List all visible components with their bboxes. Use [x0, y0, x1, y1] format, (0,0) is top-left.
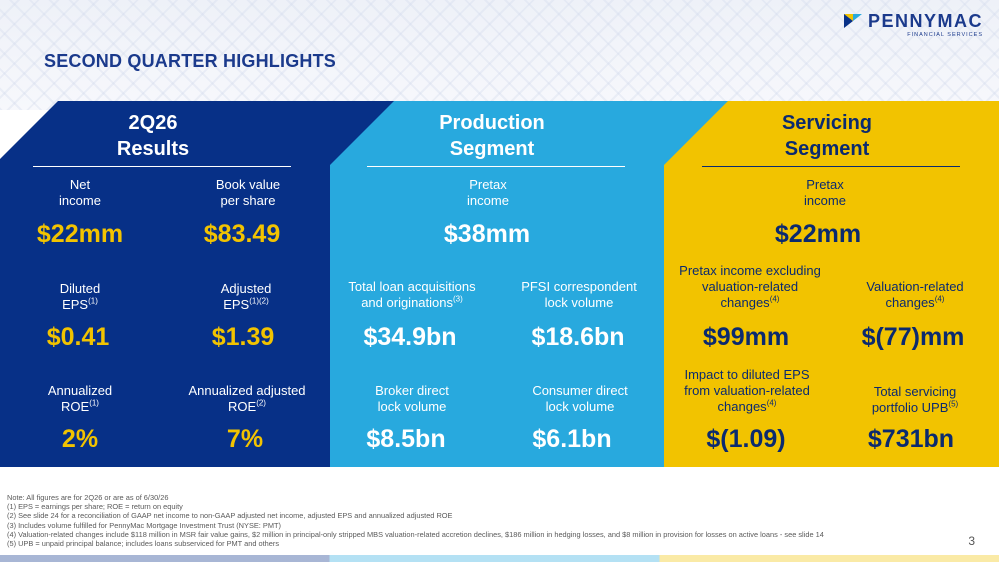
production-panel: [330, 101, 664, 467]
annualized-adjusted-roe-label: Annualized adjusted ROE(2): [188, 383, 306, 414]
annualized-roe-label: Annualized ROE(1): [47, 383, 113, 414]
footnote: (2) See slide 24 for a reconciliation of…: [7, 511, 453, 521]
diluted-eps-value: $0.41: [46, 323, 110, 351]
annualized-adjusted-roe-value: 7%: [226, 425, 264, 453]
production-title-line2: Segment: [449, 138, 535, 160]
pennymac-logo-icon: [843, 14, 862, 28]
production-pretax-value: $38mm: [443, 220, 531, 248]
consumer-direct-label: Consumer direct lock volume: [532, 383, 628, 414]
results-divider: [33, 166, 291, 167]
header-background: [0, 0, 999, 110]
servicing-title: Servicing Segment: [727, 110, 927, 162]
eps-impact-label: Impact to diluted EPS from valuation-rela…: [684, 367, 810, 414]
pretax-excl-valuation-label: Pretax income excluding valuation-related…: [679, 263, 821, 310]
logo-subtitle: FINANCIAL SERVICES: [907, 32, 983, 38]
servicing-pretax-label: Pretax income: [804, 177, 846, 208]
loan-acquisitions-label: Total loan acquisitions and originations(…: [348, 279, 476, 310]
footnotes: Note: All figures are for 2Q26 or are as…: [7, 493, 947, 548]
production-title: Production Segment: [392, 110, 592, 162]
production-divider: [367, 166, 625, 167]
footnote: (3) Includes volume fulfilled for PennyM…: [7, 520, 281, 530]
servicing-title-line2: Segment: [784, 138, 870, 160]
adjusted-eps-value: $1.39: [211, 323, 275, 351]
pfsi-correspondent-value: $18.6bn: [531, 323, 625, 351]
diluted-eps-label: Diluted EPS(1): [59, 281, 101, 312]
servicing-upb-value: $731bn: [867, 425, 955, 453]
page-title: SECOND QUARTER HIGHLIGHTS: [44, 51, 337, 71]
net-income-label: Net income: [59, 177, 101, 208]
loan-acquisitions-value: $34.9bn: [363, 323, 457, 351]
results-title-line1: 2Q26: [128, 112, 178, 134]
book-value-value: $83.49: [203, 220, 281, 248]
results-title-line2: Results: [116, 138, 190, 160]
footnote: Note: All figures are for 2Q26 or are as…: [7, 493, 169, 502]
pretax-excl-valuation-value: $99mm: [702, 323, 790, 351]
annualized-roe-value: 2%: [61, 425, 99, 453]
valuation-changes-label: Valuation-related changes(4): [866, 279, 964, 310]
eps-impact-value: $(1.09): [706, 425, 786, 453]
broker-direct-label: Broker direct lock volume: [375, 383, 449, 414]
adjusted-eps-label: Adjusted EPS(1)(2): [220, 281, 272, 312]
servicing-upb-label: Total servicing portfolio UPB(5): [871, 384, 959, 415]
servicing-panel: [664, 101, 999, 467]
bottom-decoration: [0, 555, 999, 562]
footnote: (4) Valuation-related changes include $1…: [7, 529, 824, 539]
book-value-label: Book value per share: [215, 177, 281, 208]
pennymac-logo: PENNYMAC FINANCIAL SERVICES: [843, 11, 983, 38]
consumer-direct-value: $6.1bn: [532, 425, 612, 453]
servicing-title-line1: Servicing: [781, 112, 873, 134]
results-title: 2Q26 Results: [60, 110, 246, 162]
logo-name: PENNYMAC: [867, 11, 983, 31]
production-pretax-label: Pretax income: [467, 177, 509, 208]
net-income-value: $22mm: [36, 220, 124, 248]
valuation-changes-value: $(77)mm: [861, 323, 965, 351]
servicing-divider: [702, 166, 960, 167]
production-title-line1: Production: [439, 112, 545, 134]
broker-direct-value: $8.5bn: [366, 425, 446, 453]
results-panel: [0, 101, 330, 467]
footnote: (1) EPS = earnings per share; ROE = retu…: [7, 502, 183, 512]
footnote: (5) UPB = unpaid principal balance; incl…: [7, 539, 280, 549]
servicing-pretax-value: $22mm: [774, 220, 862, 248]
pfsi-correspondent-label: PFSI correspondent lock volume: [521, 279, 637, 310]
page-number: 3: [968, 534, 975, 548]
